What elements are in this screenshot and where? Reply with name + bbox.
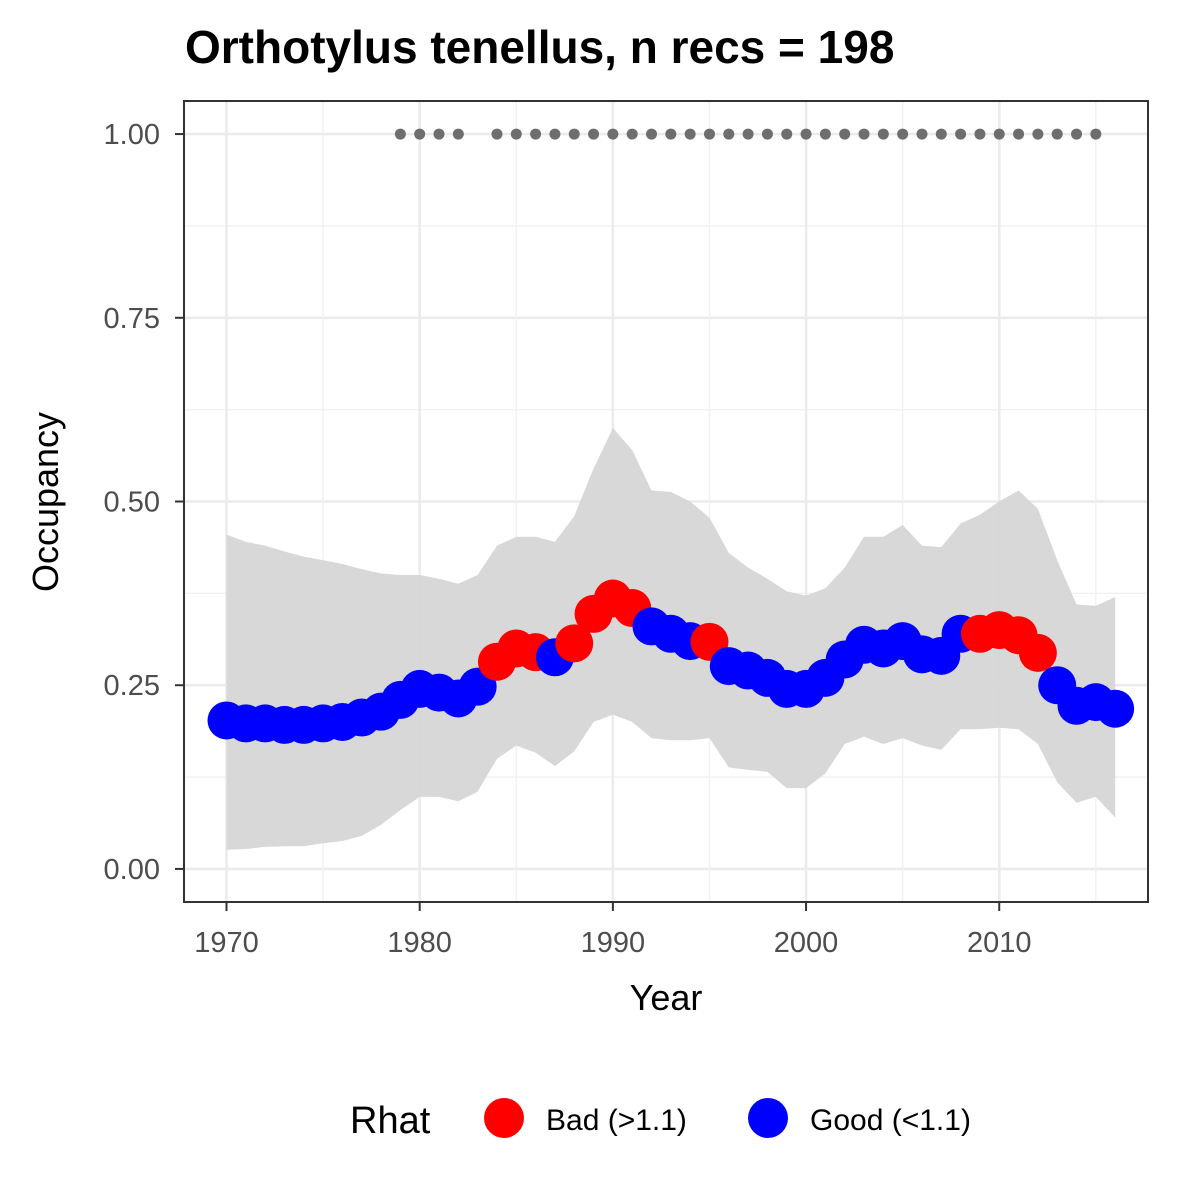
record-point	[452, 128, 464, 140]
x-axis-title: Year	[630, 977, 703, 1018]
record-point	[993, 128, 1005, 140]
record-point	[916, 128, 928, 140]
y-tick-label: 1.00	[104, 119, 160, 151]
record-point	[665, 128, 677, 140]
record-point	[974, 128, 986, 140]
record-point	[703, 128, 715, 140]
record-point	[1051, 128, 1063, 140]
record-point	[588, 128, 600, 140]
record-point	[897, 128, 909, 140]
record-point	[1032, 128, 1044, 140]
record-point	[530, 128, 542, 140]
occupancy-point-good	[1096, 689, 1135, 728]
y-tick-label: 0.25	[104, 670, 160, 702]
record-point	[549, 128, 561, 140]
x-tick-label: 1970	[194, 927, 259, 959]
record-point	[800, 128, 812, 140]
record-point	[607, 128, 619, 140]
record-point	[781, 128, 793, 140]
record-point	[1071, 128, 1083, 140]
x-tick-label: 2000	[774, 927, 839, 959]
occupancy-points-layer	[207, 579, 1135, 744]
legend-title: Rhat	[350, 1100, 431, 1142]
record-point	[761, 128, 773, 140]
record-point	[955, 128, 967, 140]
legend-bad-swatch	[484, 1098, 524, 1138]
x-axis: 1970 1980 1990 2000 2010	[194, 902, 1032, 959]
y-axis-title: Occupancy	[25, 412, 66, 592]
legend-good-label: Good (<1.1)	[810, 1104, 971, 1137]
record-point	[858, 128, 870, 140]
record-point	[723, 128, 735, 140]
record-point	[877, 128, 889, 140]
y-axis: 0.00 0.25 0.50 0.75 1.00	[104, 119, 184, 886]
record-point	[433, 128, 445, 140]
legend-good-swatch	[748, 1098, 788, 1138]
record-point	[819, 128, 831, 140]
y-tick-label: 0.00	[104, 854, 160, 886]
record-point	[742, 128, 754, 140]
record-point	[510, 128, 522, 140]
y-tick-label: 0.50	[104, 487, 160, 519]
record-point	[1090, 128, 1102, 140]
record-point	[414, 128, 426, 140]
record-point	[394, 128, 406, 140]
record-point	[1013, 128, 1025, 140]
record-point	[491, 128, 503, 140]
x-tick-label: 1990	[581, 927, 646, 959]
record-point	[626, 128, 638, 140]
occupancy-point-bad	[555, 624, 594, 663]
legend-bad-label: Bad (>1.1)	[546, 1104, 687, 1137]
records-layer	[394, 128, 1102, 140]
record-point	[684, 128, 696, 140]
x-tick-label: 1980	[387, 927, 452, 959]
legend: Rhat Bad (>1.1) Good (<1.1)	[350, 1098, 971, 1142]
record-point	[646, 128, 658, 140]
chart-title: Orthotylus tenellus, n recs = 198	[185, 21, 894, 73]
record-point	[568, 128, 580, 140]
x-tick-label: 2010	[967, 927, 1032, 959]
y-tick-label: 0.75	[104, 303, 160, 335]
record-point	[935, 128, 947, 140]
occupancy-point-bad	[1018, 633, 1057, 672]
record-point	[839, 128, 851, 140]
